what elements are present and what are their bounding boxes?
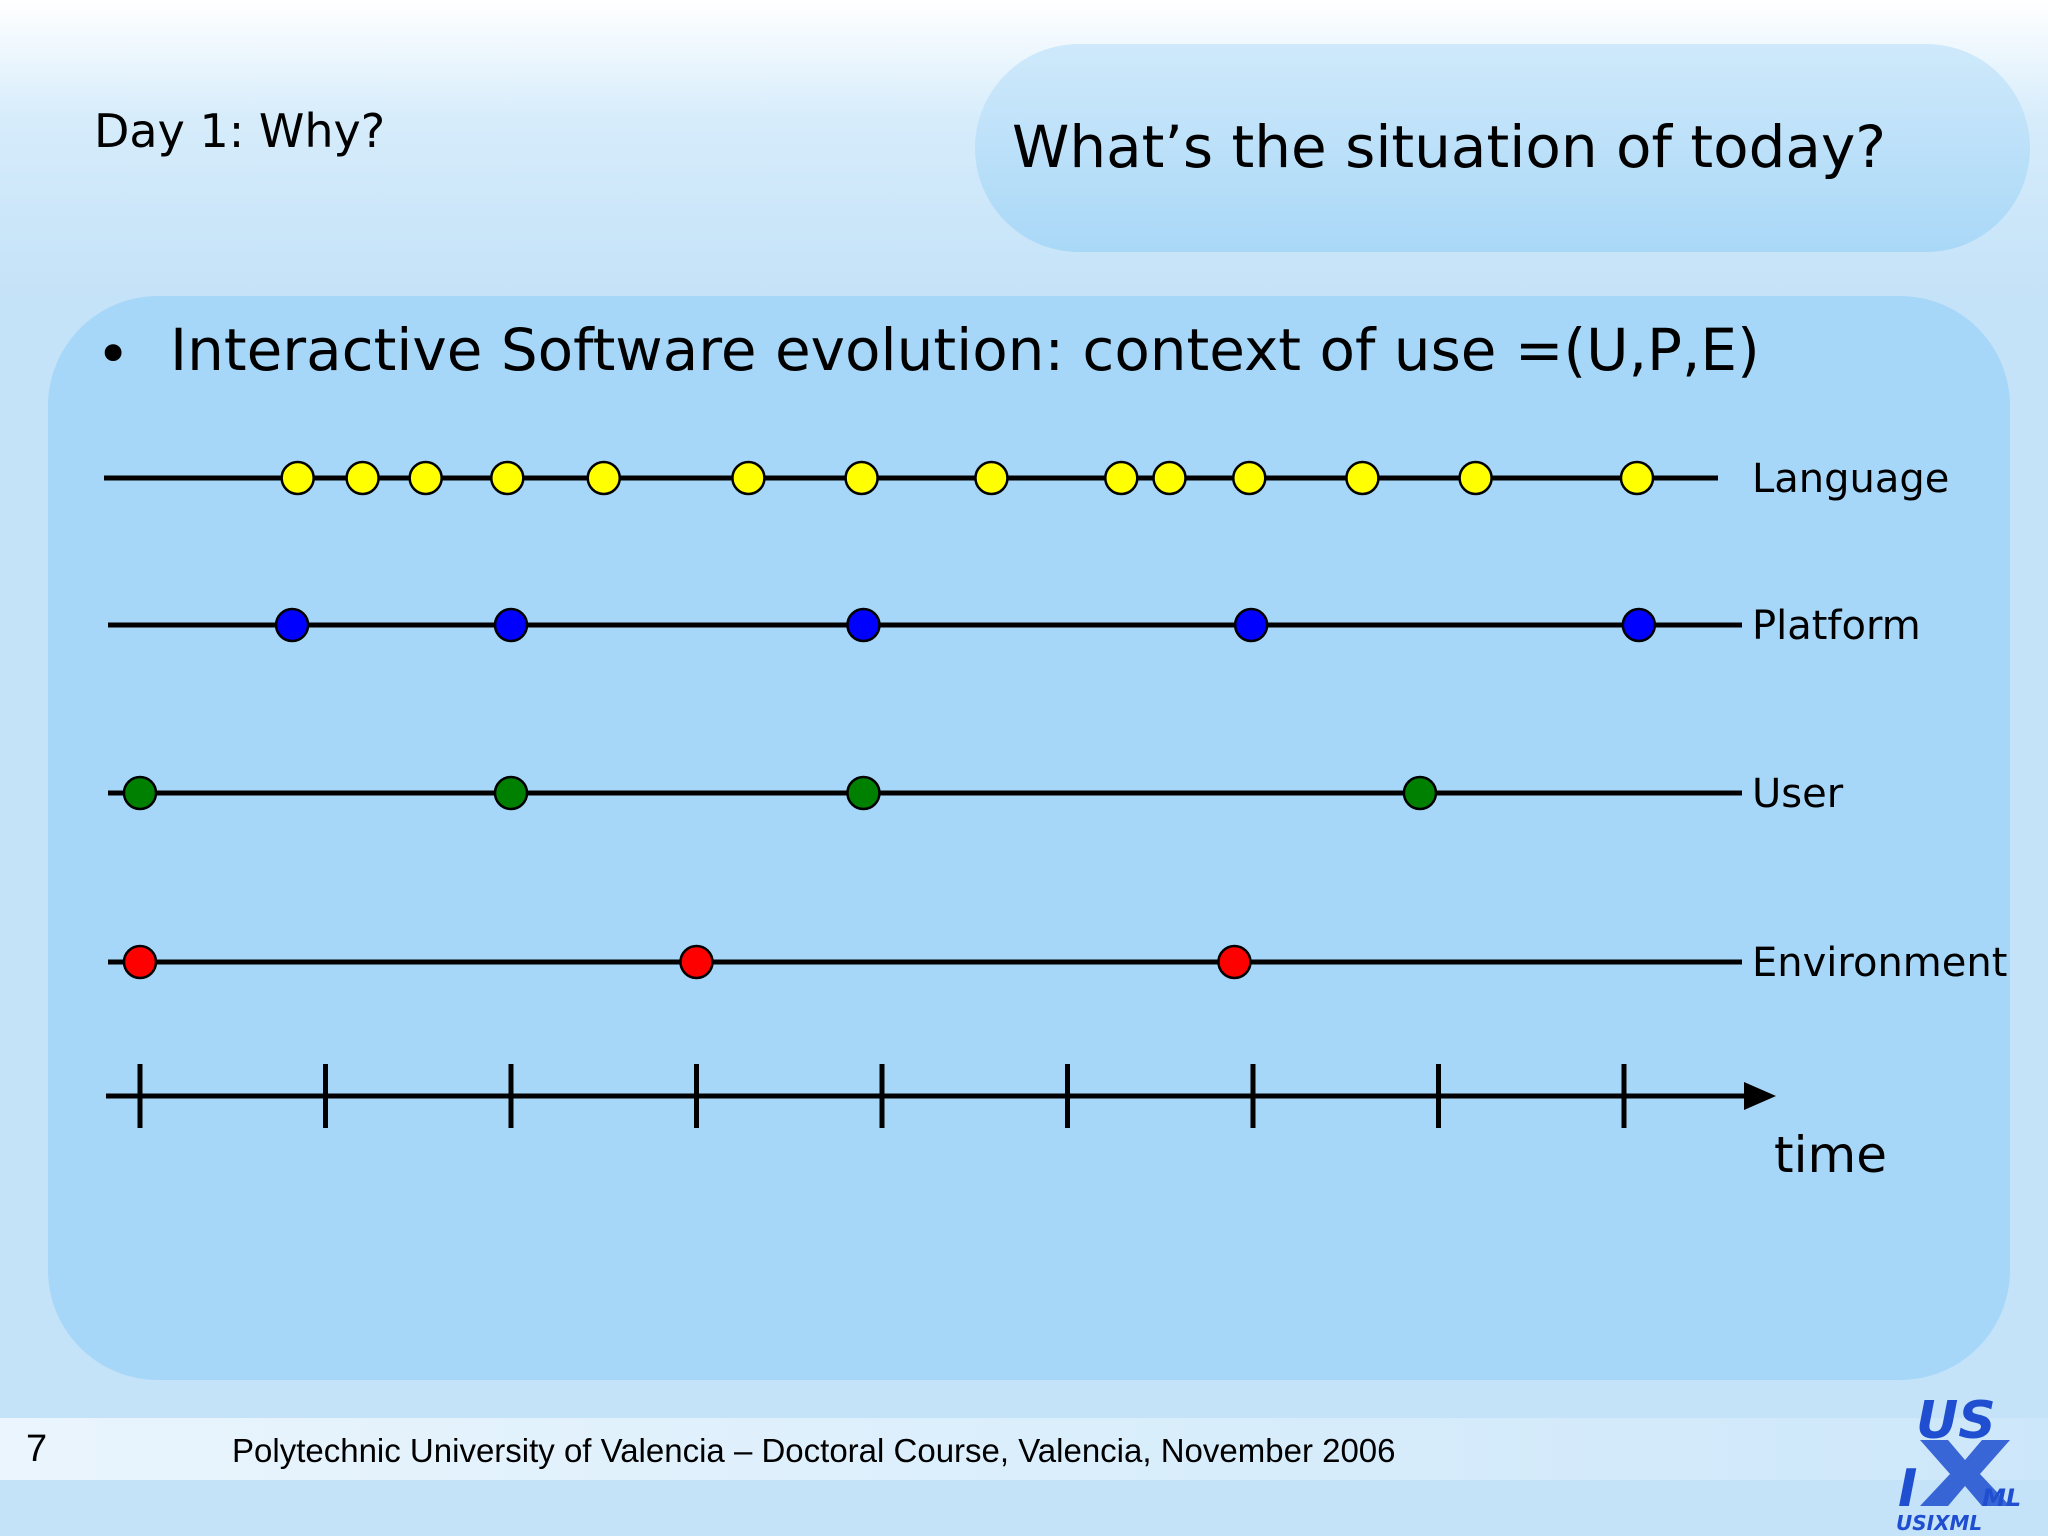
event-dot-user: [846, 775, 881, 811]
event-dot-language: [1152, 460, 1187, 496]
event-dot-platform: [846, 607, 881, 643]
event-dot-platform: [1621, 607, 1657, 643]
event-dot-language: [586, 460, 621, 496]
logo-letters-top: US: [1916, 1391, 1996, 1451]
footer-band: [0, 1418, 2048, 1480]
event-dot-environment: [1217, 944, 1252, 980]
event-dot-language: [490, 460, 525, 496]
event-dot-environment: [679, 944, 714, 980]
bullet-text: Interactive Software evolution: context …: [170, 316, 1760, 384]
timeline-label-user: User: [1752, 771, 1844, 817]
event-dot-language: [280, 460, 315, 496]
event-dot-user: [122, 775, 158, 811]
event-dot-user: [1402, 775, 1438, 811]
event-dot-language: [1104, 460, 1139, 496]
timeline-label-platform: Platform: [1752, 603, 1921, 649]
logo-caption: USIXML: [1896, 1511, 1982, 1534]
event-dot-language: [731, 460, 766, 496]
event-dot-environment: [122, 944, 158, 980]
usixml-logo-mark: [1920, 1440, 2010, 1506]
timelines-group: Language Platform User Environment: [104, 456, 2007, 986]
event-dot-platform: [1233, 607, 1269, 643]
event-dot-language: [974, 460, 1009, 496]
timeline-label-environment: Environment: [1752, 940, 2007, 986]
footer-text: Polytechnic University of Valencia – Doc…: [232, 1432, 1396, 1469]
event-dot-platform: [493, 607, 529, 643]
event-dot-language: [1345, 460, 1380, 496]
event-dot-language: [1232, 460, 1267, 496]
logo-letters-mid: I: [1898, 1459, 1917, 1519]
event-dot-platform: [274, 607, 310, 643]
event-dot-language: [844, 460, 879, 496]
time-axis: time: [106, 1064, 1887, 1184]
time-axis-arrow: [1744, 1082, 1776, 1110]
page-number: 7: [26, 1428, 48, 1470]
section-label: Day 1: Why?: [94, 104, 386, 158]
title-box: [975, 44, 2030, 252]
bullet-marker: •: [96, 320, 131, 388]
event-dot-language: [408, 460, 443, 496]
event-dot-user: [493, 775, 529, 811]
event-dot-language: [345, 460, 380, 496]
event-dot-language: [1619, 460, 1655, 496]
slide-title: What’s the situation of today?: [1012, 113, 1887, 181]
time-axis-label: time: [1774, 1126, 1887, 1184]
usixml-logo: US I ML USIXML: [1896, 1391, 2021, 1534]
logo-letters-ml: ML: [1982, 1484, 2021, 1512]
timeline-label-language: Language: [1752, 456, 1949, 502]
event-dot-language: [1458, 460, 1493, 496]
